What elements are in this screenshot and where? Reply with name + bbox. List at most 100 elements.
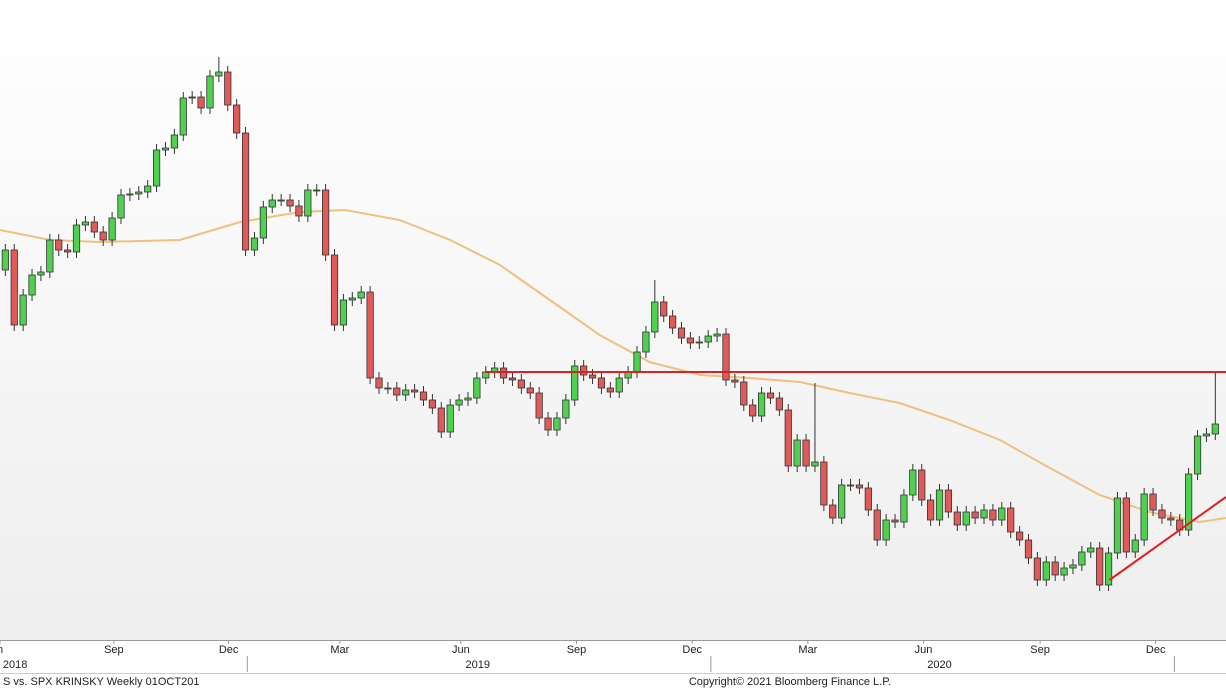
candle-body xyxy=(1060,567,1068,576)
candle-body xyxy=(633,351,641,373)
candle-body xyxy=(811,461,819,467)
candle-body xyxy=(820,461,828,506)
candle-body xyxy=(1024,539,1033,559)
candle-body xyxy=(731,379,739,383)
candle-body xyxy=(935,489,944,521)
moving-average xyxy=(0,208,1226,524)
candle-body xyxy=(473,377,481,399)
candle-body xyxy=(37,271,45,276)
candle-body xyxy=(535,392,543,419)
candle-body xyxy=(241,132,250,251)
candle-body xyxy=(802,439,810,467)
candle-body xyxy=(179,97,187,136)
candle-body xyxy=(250,237,259,251)
candle-body xyxy=(864,487,872,511)
candle-body xyxy=(962,511,970,526)
x-tick-label: Dec xyxy=(219,644,239,656)
candle-body xyxy=(215,71,223,77)
candle-body xyxy=(1185,473,1193,531)
candle-body xyxy=(455,399,463,406)
candle-body xyxy=(1033,557,1041,581)
x-tick-label: Jun xyxy=(452,644,470,656)
x-tick-label: Sep xyxy=(567,644,587,656)
candle-body xyxy=(918,469,926,501)
candle-body xyxy=(553,417,561,431)
candle-body xyxy=(998,507,1006,521)
candle-body xyxy=(660,301,668,317)
candle-body xyxy=(1007,507,1015,533)
candle-body xyxy=(313,189,321,192)
candle-body xyxy=(1042,561,1050,581)
candle-body xyxy=(606,387,614,393)
candle-body xyxy=(846,484,855,487)
candle-body xyxy=(206,75,214,109)
candle-body xyxy=(464,397,472,401)
candle-body xyxy=(224,71,232,106)
candle-body xyxy=(90,221,98,233)
candle-body xyxy=(72,224,81,253)
x-tick-label: Jun xyxy=(915,644,933,656)
candle-body xyxy=(793,439,801,467)
candle-body xyxy=(135,191,143,195)
candle-body xyxy=(909,469,917,496)
candle-body xyxy=(971,511,979,519)
candle-body xyxy=(1096,547,1104,586)
candle-body xyxy=(161,147,170,151)
candle-body xyxy=(891,519,899,523)
candle-body xyxy=(953,511,961,526)
candle-body xyxy=(1140,493,1148,541)
candle-body xyxy=(1158,509,1166,519)
candle-body xyxy=(170,134,178,149)
candle-body xyxy=(722,333,730,381)
candle-body xyxy=(615,377,623,393)
candle-body xyxy=(642,331,650,353)
x-tick-label: Dec xyxy=(1146,644,1166,656)
candle-body xyxy=(46,239,54,273)
candle-body xyxy=(588,374,597,379)
candle-body xyxy=(322,189,330,256)
candle-body xyxy=(740,381,748,406)
candle-body xyxy=(1149,493,1157,511)
candle-body xyxy=(446,404,454,433)
candle-body xyxy=(259,206,267,239)
candle-body xyxy=(989,509,997,521)
candle-body xyxy=(1069,564,1077,569)
year-label: 2019 xyxy=(466,659,490,671)
trend-line xyxy=(1108,496,1226,581)
candle-body xyxy=(597,377,606,389)
candle-body xyxy=(437,407,445,433)
candle-body xyxy=(330,254,339,326)
candle-body xyxy=(1202,433,1211,437)
candle-body xyxy=(1087,547,1095,553)
x-tick-label: n xyxy=(0,644,3,656)
candle-body xyxy=(784,409,792,467)
candle-body xyxy=(99,231,107,241)
candle-body xyxy=(838,484,846,519)
candle-body xyxy=(1122,497,1130,553)
candle-body xyxy=(28,274,36,296)
candle-body xyxy=(571,365,579,401)
candle-body xyxy=(357,291,365,299)
candle-body xyxy=(55,239,63,251)
candle-body xyxy=(927,499,935,521)
candle-body xyxy=(1078,551,1086,566)
candle-body xyxy=(366,291,374,379)
candle-body xyxy=(526,387,534,394)
footer-right: Copyright© 2021 Bloomberg Finance L.P. xyxy=(689,676,891,688)
candle-body xyxy=(1131,539,1139,553)
x-tick-label: Dec xyxy=(682,644,702,656)
candle-body xyxy=(304,189,312,217)
x-tick-label: Mar xyxy=(330,644,349,656)
candle-body xyxy=(375,377,383,389)
candle-body xyxy=(882,519,890,541)
candle-body xyxy=(81,221,90,226)
candle-body xyxy=(197,96,205,109)
candle-body xyxy=(233,104,241,134)
candle-body xyxy=(19,294,27,326)
candle-body xyxy=(713,333,721,337)
candle-body xyxy=(428,399,436,409)
candle-body xyxy=(1015,531,1024,541)
candle-body xyxy=(295,205,303,217)
candle-body xyxy=(757,392,766,417)
